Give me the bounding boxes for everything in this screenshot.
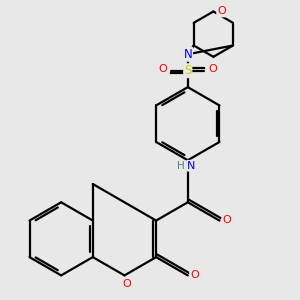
Text: O: O [190,270,199,280]
Text: N: N [183,48,192,61]
Text: O: O [217,7,226,16]
Text: O: O [208,64,217,74]
Text: H: H [177,161,184,171]
Text: S: S [184,64,191,77]
Text: O: O [158,64,167,74]
Text: N: N [187,161,196,171]
Text: O: O [222,215,231,225]
Text: O: O [123,279,131,289]
